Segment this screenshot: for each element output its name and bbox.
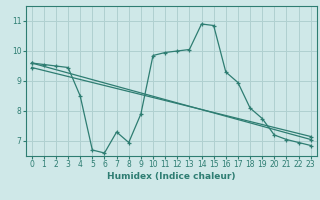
X-axis label: Humidex (Indice chaleur): Humidex (Indice chaleur) xyxy=(107,172,236,181)
